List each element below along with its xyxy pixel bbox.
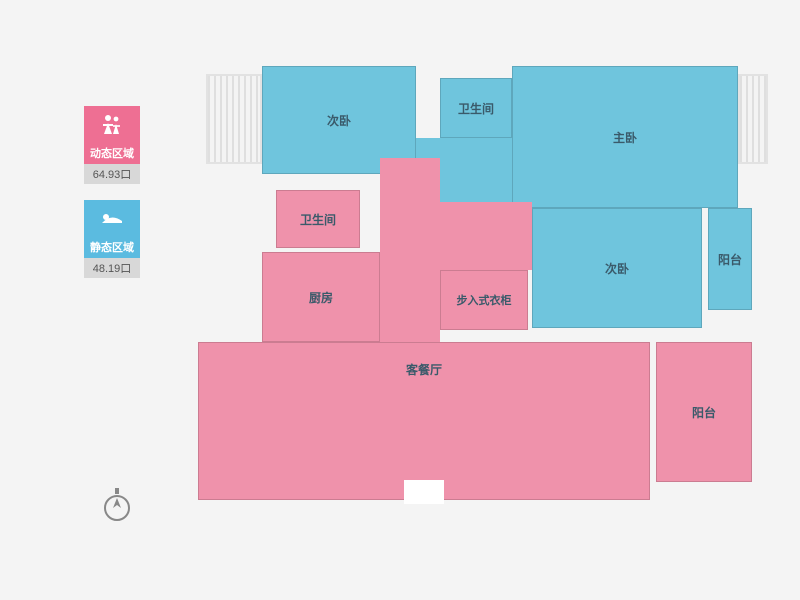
room-kitchen: 厨房 xyxy=(262,252,380,342)
entrance-door xyxy=(404,480,444,504)
legend-static-label: 静态区域 xyxy=(84,236,140,258)
legend-dynamic: 动态区域 64.93口 xyxy=(84,106,140,184)
legend-static: 静态区域 48.19口 xyxy=(84,200,140,278)
room-label: 卫生间 xyxy=(300,211,336,228)
room-label: 阳台 xyxy=(692,404,716,421)
room-master-bedroom: 主卧 xyxy=(512,66,738,208)
compass-icon xyxy=(102,488,132,518)
room-label: 厨房 xyxy=(309,289,333,306)
balcony-frame xyxy=(738,74,768,164)
legend-static-icon-band xyxy=(84,200,140,236)
legend-dynamic-label: 动态区域 xyxy=(84,142,140,164)
room-label: 步入式衣柜 xyxy=(457,292,512,308)
room-corridor-1 xyxy=(380,158,440,342)
room-bathroom-1: 卫生间 xyxy=(440,78,512,138)
room-walkin-closet: 步入式衣柜 xyxy=(440,270,528,330)
room-balcony-2: 阳台 xyxy=(656,342,752,482)
room-label: 客餐厅 xyxy=(406,361,442,378)
room-corridor-2 xyxy=(440,202,532,270)
people-icon xyxy=(99,114,125,134)
legend-dynamic-icon-band xyxy=(84,106,140,142)
room-label: 次卧 xyxy=(605,260,629,277)
legend-static-value: 48.19口 xyxy=(84,258,140,278)
floorplan-canvas: 次卧 卫生间 主卧 次卧 阳台 卫生间 厨房 步入式衣柜 客餐厅 阳台 xyxy=(0,0,800,600)
room-label: 次卧 xyxy=(327,112,351,129)
room-balcony-1: 阳台 xyxy=(708,208,752,310)
room-secondary-bedroom-2: 次卧 xyxy=(532,208,702,328)
balcony-frame xyxy=(206,74,262,164)
room-bathroom-2: 卫生间 xyxy=(276,190,360,248)
room-living-dining: 客餐厅 xyxy=(198,342,650,500)
room-label: 阳台 xyxy=(718,251,742,268)
legend-dynamic-value: 64.93口 xyxy=(84,164,140,184)
sleep-icon xyxy=(99,209,125,227)
room-label: 主卧 xyxy=(613,129,637,146)
room-label: 卫生间 xyxy=(458,100,494,117)
